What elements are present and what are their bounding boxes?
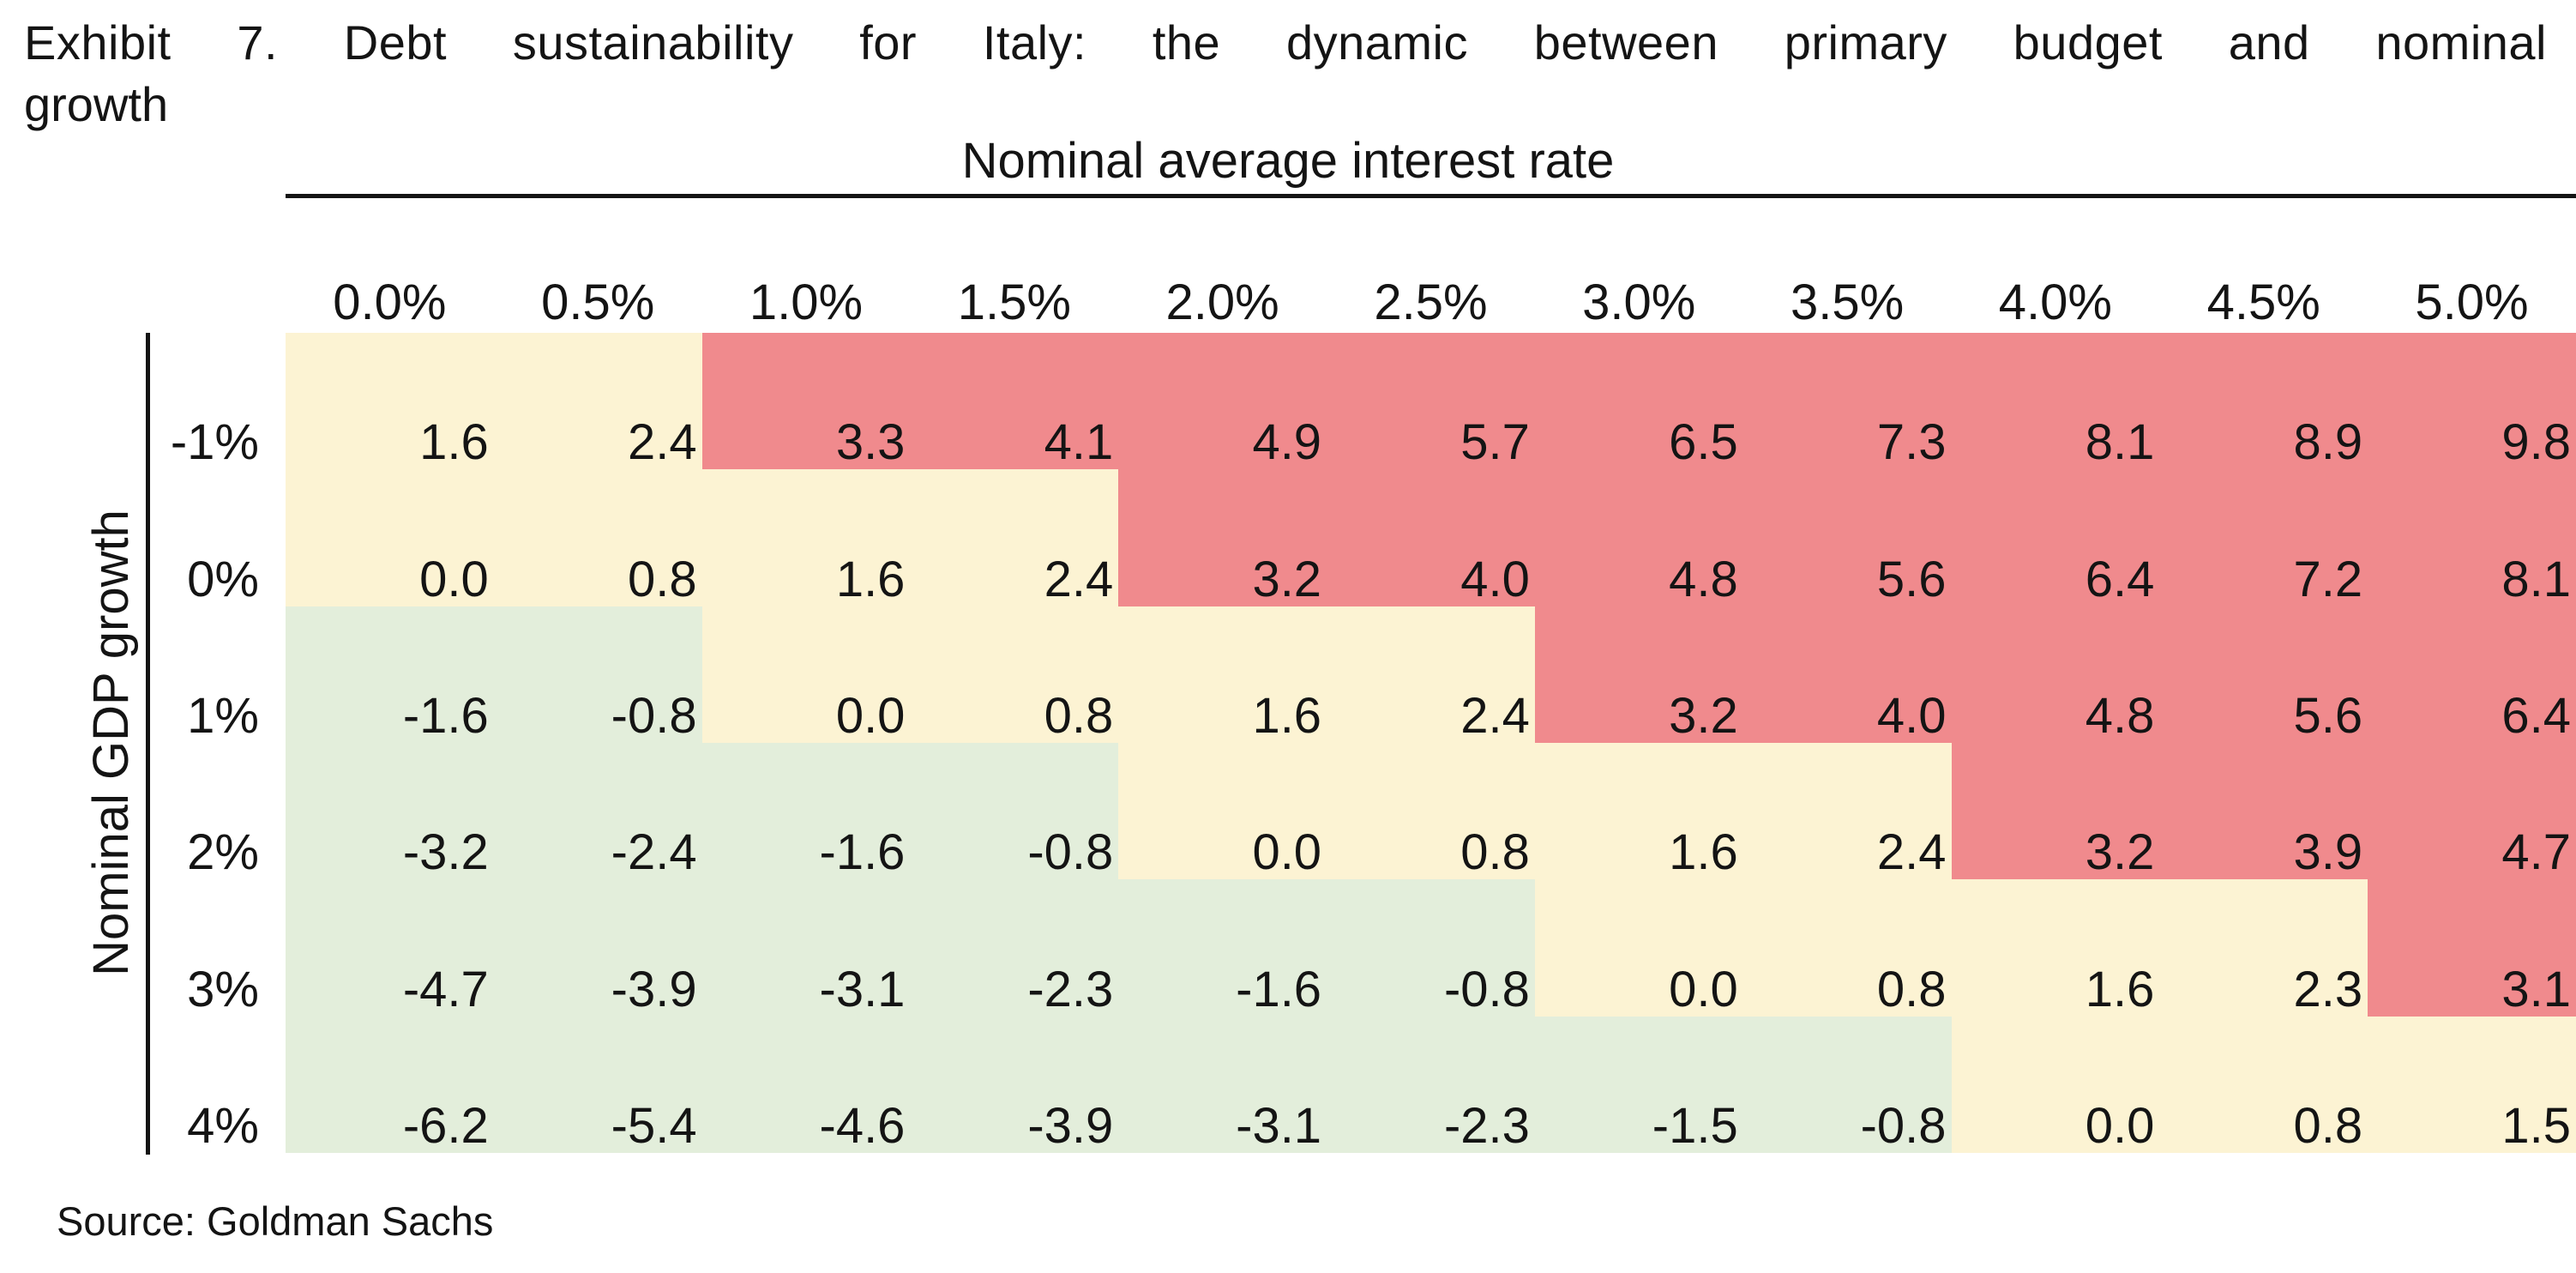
heatmap-cell: -0.8 (1327, 879, 1535, 1017)
heatmap-cell: 0.0 (1951, 1016, 2160, 1153)
heatmap-cell: 3.2 (1118, 469, 1327, 606)
row-labels: -1% 0% 1% 2% 3% 4% (150, 333, 259, 1153)
row-label: 0% (187, 551, 259, 607)
row-label: 1% (187, 687, 259, 744)
heatmap-cell: 9.8 (2368, 333, 2576, 470)
heatmap-cell: 6.4 (2368, 606, 2576, 743)
heatmap-cell: 0.0 (1534, 879, 1743, 1017)
heatmap-cell: -1.6 (701, 742, 911, 880)
heatmap-cell: -1.6 (286, 606, 494, 743)
column-header: 1.5% (957, 275, 1071, 330)
heatmap-cell: 0.8 (1742, 879, 1952, 1017)
column-header: 3.5% (1790, 275, 1905, 330)
heatmap-cell: 5.6 (2159, 606, 2368, 743)
exhibit-title-line1: Exhibit 7. Debt sustainability for Italy… (24, 15, 2547, 69)
heatmap-cell: 3.1 (2368, 879, 2576, 1017)
heatmap-cell: 3.2 (1951, 742, 2160, 880)
heatmap-cell: -4.7 (286, 879, 494, 1017)
heatmap-cell: 1.6 (1951, 879, 2160, 1017)
row-label: 3% (187, 961, 259, 1017)
heatmap-cell: -2.3 (1327, 1016, 1535, 1153)
heatmap-cell: 5.6 (1742, 469, 1952, 606)
heatmap-cell: 2.4 (1327, 606, 1535, 743)
heatmap-cell: 8.1 (1951, 333, 2160, 470)
heatmap-cell: -0.8 (493, 606, 702, 743)
heatmap-cell: -3.1 (701, 879, 911, 1017)
heatmap-cell: 4.7 (2368, 742, 2576, 880)
heatmap-cell: -1.5 (1534, 1016, 1743, 1153)
heatmap-cell: 8.1 (2368, 469, 2576, 606)
heatmap-cell: 4.0 (1742, 606, 1952, 743)
column-header: 5.0% (2415, 275, 2529, 330)
heatmap-cell: 3.2 (1534, 606, 1743, 743)
column-header: 2.5% (1374, 275, 1488, 330)
heatmap-cell: -2.4 (493, 742, 702, 880)
column-header: 0.0% (333, 275, 447, 330)
heatmap-cell: 4.8 (1951, 606, 2160, 743)
heatmap-cell: 0.8 (910, 606, 1119, 743)
row-label: -1% (170, 414, 259, 471)
heatmap-cell: 4.9 (1118, 333, 1327, 470)
column-headers: 0.0% 0.5% 1.0% 1.5% 2.0% 2.5% 3.0% 3.5% 4.0% 4.5%… (286, 262, 2576, 328)
heatmap-cell: 6.4 (1951, 469, 2160, 606)
column-header: 0.5% (541, 275, 655, 330)
row-label: 2% (187, 824, 259, 881)
column-header: 4.5% (2206, 275, 2320, 330)
heatmap-cell: 1.6 (286, 333, 494, 470)
heatmap-cell: 2.3 (2159, 879, 2368, 1017)
y-axis-title: Nominal GDP growth (83, 510, 139, 976)
column-header: 2.0% (1165, 275, 1279, 330)
column-header: 1.0% (749, 275, 864, 330)
heatmap-cell: 8.9 (2159, 333, 2368, 470)
heatmap-cell: 2.4 (910, 469, 1119, 606)
heatmap-cell: -2.3 (910, 879, 1119, 1017)
row-label: 4% (187, 1097, 259, 1154)
column-header: 4.0% (1998, 275, 2112, 330)
exhibit-title: Exhibit 7. Debt sustainability for Italy… (24, 12, 2547, 136)
heatmap-cell: 7.2 (2159, 469, 2368, 606)
heatmap-cell: -4.6 (701, 1016, 911, 1153)
heatmap-cell: -5.4 (493, 1016, 702, 1153)
y-axis-rule (146, 333, 150, 1155)
x-axis-rule (286, 194, 2576, 198)
heatmap-cell: 0.0 (286, 469, 494, 606)
heatmap-cell: -6.2 (286, 1016, 494, 1153)
heatmap-cell: 0.0 (1118, 742, 1327, 880)
heatmap-cell: 1.6 (1118, 606, 1327, 743)
heatmap-cell: -3.2 (286, 742, 494, 880)
heatmap-cell: -3.9 (910, 1016, 1119, 1153)
heatmap-cell: 3.9 (2159, 742, 2368, 880)
heatmap-cell: 1.6 (1534, 742, 1743, 880)
heatmap-cell: 3.3 (701, 333, 911, 470)
heatmap-cell: 4.0 (1327, 469, 1535, 606)
heatmap-cell: 4.8 (1534, 469, 1743, 606)
heatmap-cell: 7.3 (1742, 333, 1952, 470)
heatmap-cell: 6.5 (1534, 333, 1743, 470)
x-axis-title: Nominal average interest rate (961, 133, 1615, 189)
heatmap-grid: 1.6 2.4 3.3 4.1 4.9 5.7 6.5 7.3 8.1 8.9 9.8 0.0 0.8 1… (286, 333, 2576, 1153)
heatmap-cell: 2.4 (1742, 742, 1952, 880)
heatmap-cell: 1.5 (2368, 1016, 2576, 1153)
heatmap-cell: 2.4 (493, 333, 702, 470)
heatmap-cell: -3.9 (493, 879, 702, 1017)
heatmap-cell: 0.8 (1327, 742, 1535, 880)
source-note: Source: Goldman Sachs (57, 1198, 494, 1244)
heatmap-cell: 1.6 (701, 469, 911, 606)
heatmap-cell: -1.6 (1118, 879, 1327, 1017)
exhibit-title-line2: growth (24, 77, 169, 131)
heatmap-cell: -0.8 (1742, 1016, 1952, 1153)
heatmap-cell: -3.1 (1118, 1016, 1327, 1153)
heatmap-cell: 5.7 (1327, 333, 1535, 470)
heatmap-cell: 4.1 (910, 333, 1119, 470)
heatmap-cell: 0.0 (701, 606, 911, 743)
column-header: 3.0% (1582, 275, 1696, 330)
heatmap-cell: 0.8 (493, 469, 702, 606)
heatmap-cell: -0.8 (910, 742, 1119, 880)
heatmap-cell: 0.8 (2159, 1016, 2368, 1153)
